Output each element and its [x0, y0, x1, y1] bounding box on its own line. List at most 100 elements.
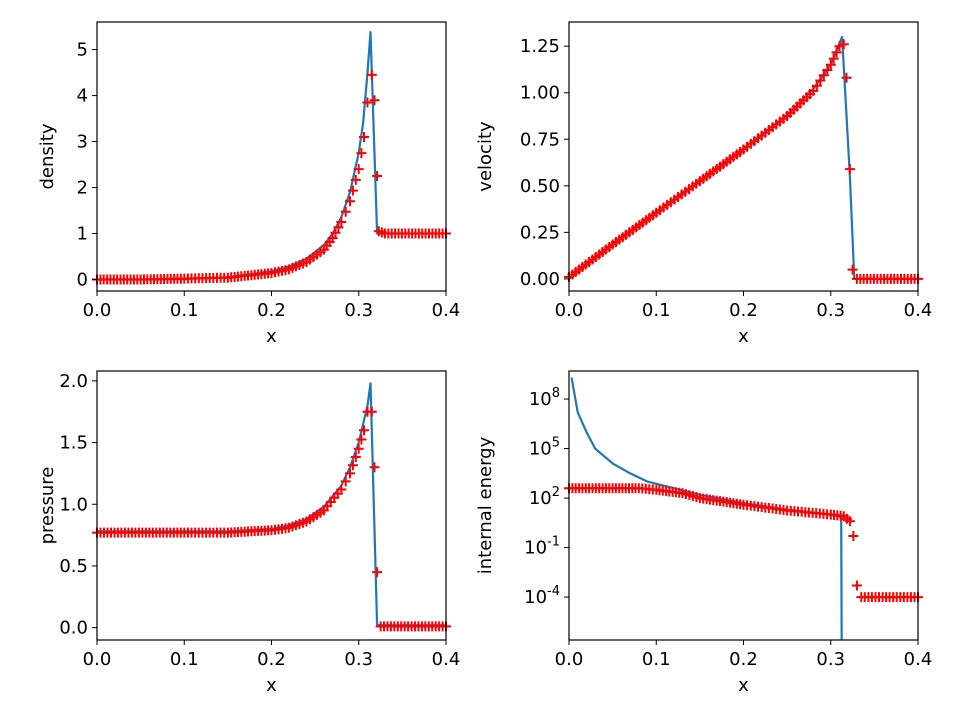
- data-point-marker: [825, 59, 836, 70]
- y-axis-label: pressure: [37, 467, 58, 545]
- data-point-marker: [366, 406, 377, 417]
- data-point-marker: [841, 72, 852, 83]
- y-tick-label: 2: [77, 178, 88, 199]
- data-point-marker: [808, 85, 819, 96]
- plot-frame: [96, 370, 447, 641]
- series-line: [97, 382, 446, 627]
- y-tick-label: 3: [77, 132, 88, 153]
- x-tick-label: 0.4: [904, 300, 933, 321]
- y-tick-label: 1.5: [59, 433, 88, 454]
- x-tick-label: 0.0: [555, 300, 584, 321]
- y-tick-label: 0.00: [520, 269, 560, 290]
- x-tick-label: 0.1: [170, 300, 199, 321]
- data-point-marker: [345, 196, 355, 207]
- x-tick-label: 0.2: [257, 649, 286, 670]
- data-point-marker: [336, 217, 347, 227]
- data-point-marker: [369, 95, 380, 106]
- data-point-marker: [831, 47, 842, 58]
- y-axis-label: internal energy: [475, 436, 496, 574]
- subplot-velocity: 0.0 0.1 0.2 0.3 0.4 0.00 0.25 0.50 0.75 1.00 1.25 x…: [475, 21, 933, 347]
- x-axis-label: x: [266, 675, 277, 696]
- data-point-marker: [359, 132, 369, 142]
- series-line: [97, 31, 446, 281]
- subplot-pressure: 0.0 0.1 0.2 0.3 0.4 0.0 0.5 1.0 1.5 2.0 x pressure: [37, 370, 461, 696]
- data-point-marker: [828, 53, 839, 64]
- data-point-marker: [336, 484, 347, 495]
- data-point-marker: [818, 70, 829, 81]
- data-point-marker: [340, 206, 351, 217]
- y-tick-label: 1.25: [520, 36, 560, 57]
- y-tick-label: 105: [529, 436, 560, 460]
- data-point-marker: [815, 75, 826, 86]
- x-tick-label: 0.4: [432, 649, 461, 670]
- data-point-marker: [350, 452, 361, 462]
- y-tick-label: 108: [529, 386, 560, 410]
- y-tick-label: 1: [77, 224, 88, 245]
- data-point-marker: [366, 69, 377, 80]
- data-point-marker: [372, 567, 383, 578]
- data-point-marker: [811, 80, 822, 91]
- x-tick-label: 0.0: [83, 300, 112, 321]
- x-tick-label: 0.2: [729, 649, 758, 670]
- y-tick-label: 4: [77, 86, 88, 107]
- data-point-marker: [327, 233, 338, 244]
- y-tick-label: 2.0: [59, 371, 88, 392]
- x-tick-label: 0.3: [816, 649, 845, 670]
- x-tick-label: 0.2: [729, 300, 758, 321]
- data-point-marker: [330, 227, 341, 238]
- y-tick-label: 1.00: [520, 83, 560, 104]
- y-tick-label: 0.75: [520, 129, 560, 150]
- data-point-marker: [848, 531, 859, 541]
- x-tick-label: 0.4: [904, 649, 933, 670]
- x-tick-label: 0.3: [344, 300, 373, 321]
- data-point-marker: [851, 580, 862, 591]
- x-tick-label: 0.1: [642, 649, 671, 670]
- x-axis-label: x: [266, 326, 277, 347]
- y-tick-label: 1.0: [59, 494, 88, 515]
- data-point-marker: [838, 39, 849, 50]
- subplot-density: 0.0 0.1 0.2 0.3 0.4 0 1 2 3 4 5 x density: [37, 21, 461, 347]
- x-tick-label: 0.3: [816, 300, 845, 321]
- x-tick-label: 0.0: [83, 649, 112, 670]
- y-tick-label: 0: [77, 270, 88, 291]
- x-tick-label: 0.3: [344, 649, 373, 670]
- data-point-marker: [340, 476, 351, 487]
- x-tick-label: 0.0: [555, 649, 584, 670]
- data-point-marker: [356, 434, 367, 445]
- y-axis-label: velocity: [475, 121, 496, 192]
- data-point-marker: [844, 164, 855, 175]
- data-point-marker: [353, 443, 364, 454]
- x-axis-label: x: [738, 326, 749, 347]
- y-tick-label: 10-4: [524, 584, 560, 608]
- data-point-marker: [359, 425, 369, 436]
- plot-frame: [568, 21, 919, 292]
- y-tick-label: 0.0: [59, 618, 88, 639]
- data-point-marker: [369, 462, 380, 473]
- data-point-marker: [844, 516, 855, 527]
- data-point-marker: [362, 97, 373, 108]
- data-point-marker: [347, 460, 358, 471]
- y-tick-label: 0.50: [520, 176, 560, 197]
- x-tick-label: 0.1: [642, 300, 671, 321]
- plot-frame: [96, 21, 447, 292]
- y-tick-label: 10-1: [524, 535, 560, 559]
- data-point-marker: [372, 171, 383, 181]
- y-axis-label: density: [37, 123, 58, 189]
- x-tick-label: 0.2: [257, 300, 286, 321]
- x-tick-label: 0.4: [432, 300, 461, 321]
- data-point-marker: [353, 164, 364, 175]
- y-tick-label: 0.25: [520, 222, 560, 243]
- data-point-marker: [333, 222, 344, 233]
- data-point-marker: [822, 65, 833, 75]
- data-point-marker: [347, 185, 358, 196]
- subplot-internal-energy: 0.0 0.1 0.2 0.3 0.4 10-4 10-1 102 105 108 x interna…: [475, 370, 933, 696]
- data-point-marker: [345, 468, 355, 479]
- series-line: [569, 35, 918, 280]
- x-tick-label: 0.1: [170, 649, 199, 670]
- y-tick-label: 5: [77, 40, 88, 61]
- data-point-marker: [356, 148, 367, 159]
- y-tick-label: 0.5: [59, 556, 88, 577]
- data-point-marker: [350, 174, 361, 185]
- y-tick-label: 102: [529, 485, 560, 509]
